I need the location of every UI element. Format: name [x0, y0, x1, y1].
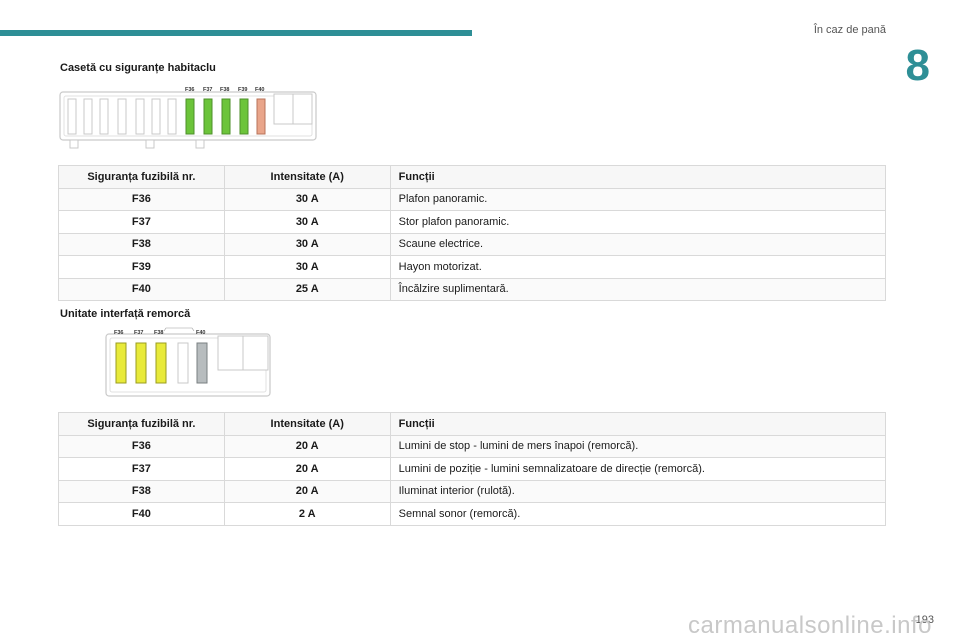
fuse-cell: F39	[58, 255, 225, 279]
fuse-cell: F38	[58, 232, 225, 256]
fuse-f37	[203, 98, 213, 135]
amp-cell: 30 A	[223, 210, 391, 234]
label-f40: F40	[255, 87, 264, 93]
trailer-fuse-table: Siguranța fuzibilă nr. Intensitate (A) F…	[58, 412, 887, 526]
fuse-f39	[239, 98, 249, 135]
amp-cell: 30 A	[223, 187, 391, 211]
fuse-cell: F40	[58, 277, 225, 301]
fuse-cell: F36	[58, 434, 225, 458]
fuse-cell: F37	[58, 210, 225, 234]
function-cell: Plafon panoramic.	[389, 187, 887, 211]
function-cell: Iluminat interior (rulotă).	[389, 479, 887, 503]
fuse-f38	[221, 98, 231, 135]
amp-cell: 2 A	[223, 502, 391, 526]
table-row: F37 30 A Stor plafon panoramic.	[58, 210, 887, 234]
fuse-cell: F40	[58, 502, 225, 526]
label-f36: F36	[185, 87, 194, 93]
label-f38: F38	[220, 87, 229, 93]
header-fuse-no: Siguranța fuzibilă nr.	[58, 165, 225, 189]
fuse-f38	[155, 342, 167, 384]
watermark-text: carmanualsonline.info	[688, 612, 932, 639]
amp-cell: 20 A	[223, 479, 391, 503]
table-row: F38 20 A Iluminat interior (rulotă).	[58, 479, 887, 503]
header-fuse-no: Siguranța fuzibilă nr.	[58, 412, 225, 436]
label-f37: F37	[134, 330, 143, 336]
function-cell: Hayon motorizat.	[389, 255, 887, 279]
header-functions: Funcții	[389, 165, 887, 189]
header-amperage: Intensitate (A)	[223, 165, 391, 189]
fuse-cell: F38	[58, 479, 225, 503]
fuse-cell: F37	[58, 457, 225, 481]
header-functions: Funcții	[389, 412, 887, 436]
table-row: F36 30 A Plafon panoramic.	[58, 187, 887, 211]
fuse-f36	[115, 342, 127, 384]
table-row: F40 25 A Încălzire suplimentară.	[58, 277, 887, 301]
fuse-f40	[256, 98, 266, 135]
top-accent-bar	[0, 30, 472, 36]
amp-cell: 20 A	[223, 434, 391, 458]
amp-cell: 25 A	[223, 277, 391, 301]
function-cell: Stor plafon panoramic.	[389, 210, 887, 234]
page-number: 193	[915, 614, 934, 626]
cabin-fusebox-diagram: F36 F37 F38 F39 F40	[59, 87, 317, 149]
fuse-cell: F36	[58, 187, 225, 211]
section-header: În caz de pană	[813, 24, 886, 36]
function-cell: Încălzire suplimentară.	[389, 277, 887, 301]
function-cell: Semnal sonor (remorcă).	[389, 502, 887, 526]
table-row: F37 20 A Lumini de poziție - lumini semn…	[58, 457, 887, 481]
table-row: F38 30 A Scaune electrice.	[58, 232, 887, 256]
table-row: F36 20 A Lumini de stop - lumini de mers…	[58, 434, 887, 458]
amp-cell: 20 A	[223, 457, 391, 481]
label-f38: F38	[154, 330, 163, 336]
function-cell: Lumini de stop - lumini de mers înapoi (…	[389, 434, 887, 458]
label-f39: F39	[238, 87, 247, 93]
cabin-fuse-table: Siguranța fuzibilă nr. Intensitate (A) F…	[58, 165, 887, 301]
section2-title: Unitate interfață remorcă	[60, 308, 191, 320]
amp-cell: 30 A	[223, 232, 391, 256]
section1-title: Casetă cu siguranțe habitaclu	[60, 62, 216, 74]
function-cell: Scaune electrice.	[389, 232, 887, 256]
label-f36: F36	[114, 330, 123, 336]
table-row: F40 2 A Semnal sonor (remorcă).	[58, 502, 887, 526]
label-f37: F37	[203, 87, 212, 93]
table-row: F39 30 A Hayon motorizat.	[58, 255, 887, 279]
function-cell: Lumini de poziție - lumini semnalizatoar…	[389, 457, 887, 481]
fuse-f36	[185, 98, 195, 135]
amp-cell: 30 A	[223, 255, 391, 279]
fuse-f37	[135, 342, 147, 384]
label-f40: F40	[196, 330, 205, 336]
header-amperage: Intensitate (A)	[223, 412, 391, 436]
chapter-number: 8	[905, 41, 930, 90]
fuse-f40	[196, 342, 208, 384]
trailer-fusebox-diagram: F36 F37 F38 F40	[105, 327, 271, 397]
